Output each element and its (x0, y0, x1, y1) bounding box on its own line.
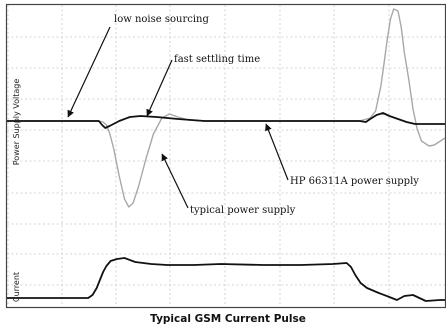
annotation-arrow-fast-settling (146, 59, 173, 117)
annotation-arrow-hp (265, 123, 289, 181)
annotation-typical-power-supply: typical power supply (190, 205, 296, 216)
ylabel-current: Current (12, 272, 21, 302)
annotation-hp-66311a: HP 66311A power supply (290, 176, 419, 187)
annotation-arrow-low-noise (67, 26, 111, 118)
grid-lines (7, 5, 445, 307)
series-line-current-0 (7, 257, 445, 302)
annotation-fast-settling-time: fast settling time (174, 54, 260, 65)
annotation-low-noise-sourcing: low noise sourcing (114, 14, 209, 25)
annotation-arrow-typical (161, 153, 189, 209)
chart-title: Typical GSM Current Pulse (150, 313, 306, 325)
series-line-voltage-1 (7, 112, 445, 129)
series-layer (7, 8, 446, 302)
ylabel-voltage: Power Supply Voltage (12, 79, 21, 166)
plot-frame (5, 3, 446, 309)
